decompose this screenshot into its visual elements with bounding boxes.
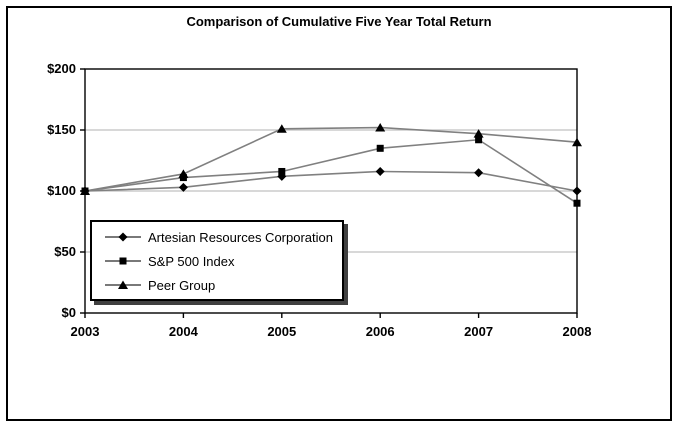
y-tick-label: $50 <box>54 244 76 259</box>
x-tick-label: 2004 <box>168 324 198 339</box>
diamond-marker <box>118 232 128 242</box>
x-tick-label: 2008 <box>562 324 592 339</box>
legend-item: Artesian Resources Corporation <box>104 225 342 249</box>
square-marker <box>376 144 384 152</box>
legend-label: Peer Group <box>148 277 216 293</box>
x-tick-label: 2007 <box>464 324 494 339</box>
y-tick-label: $100 <box>47 183 76 198</box>
triangle-marker <box>572 137 582 147</box>
series-line-1 <box>84 138 578 204</box>
square-marker <box>278 167 286 175</box>
chart-frame: Comparison of Cumulative Five Year Total… <box>6 6 672 421</box>
series-line-0 <box>84 170 578 192</box>
diamond-marker <box>474 168 484 178</box>
legend: Artesian Resources Corporation S&P 500 In… <box>90 220 344 301</box>
legend-label: Artesian Resources Corporation <box>148 229 333 245</box>
x-tick-label: 2005 <box>267 324 297 339</box>
diamond-legend-key-icon <box>105 232 141 242</box>
y-tick-label: $200 <box>47 61 76 76</box>
square-marker <box>119 257 127 265</box>
triangle-marker <box>118 280 128 289</box>
diamond-marker <box>572 186 582 196</box>
series-line-2 <box>84 126 578 192</box>
triangle-marker <box>473 129 484 138</box>
triangle-marker <box>80 186 90 195</box>
diamond-marker <box>375 166 385 176</box>
triangle-marker <box>375 123 386 132</box>
legend-item: S&P 500 Index <box>104 249 342 273</box>
square-marker <box>475 136 483 144</box>
chart-title: Comparison of Cumulative Five Year Total… <box>186 14 492 29</box>
x-tick-label: 2003 <box>70 324 100 339</box>
y-tick-label: $0 <box>61 305 76 320</box>
x-tick-label: 2006 <box>365 324 395 339</box>
triangle-marker <box>276 124 287 133</box>
legend-label: S&P 500 Index <box>148 253 235 269</box>
square-legend-key-icon <box>105 257 141 265</box>
triangle-legend-key-icon <box>105 280 141 289</box>
y-tick-label: $150 <box>47 122 76 137</box>
triangle-marker <box>178 169 189 178</box>
legend-item: Peer Group <box>104 273 342 297</box>
diamond-marker <box>178 182 188 192</box>
square-marker <box>573 199 581 207</box>
